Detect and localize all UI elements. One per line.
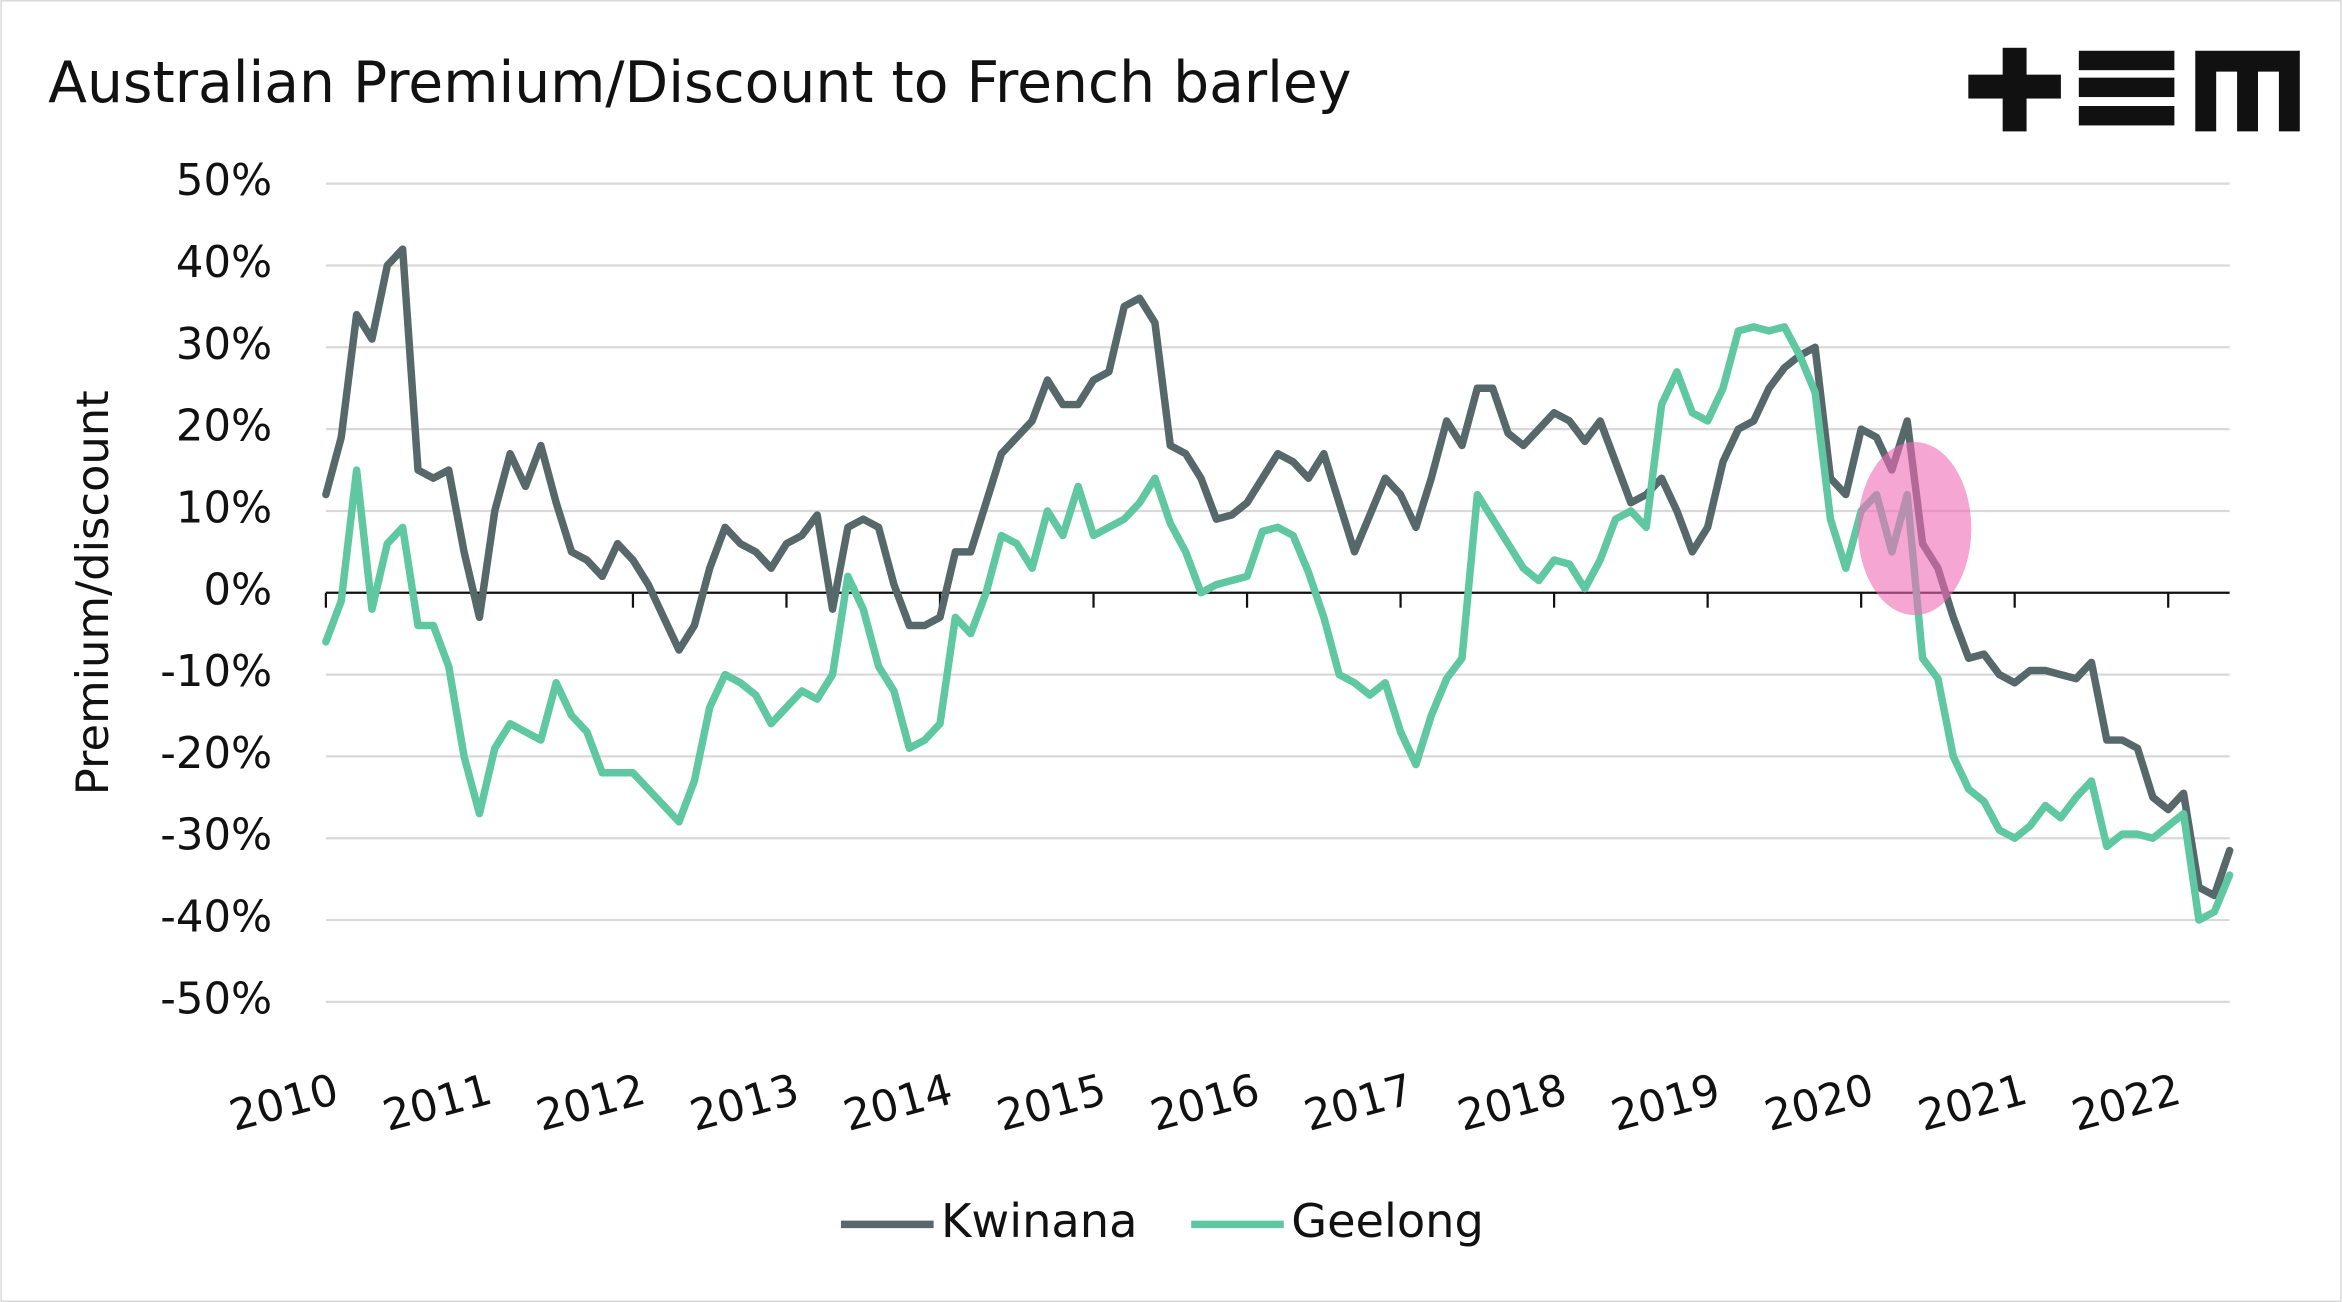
logo — [1968, 47, 2300, 132]
highlight — [1857, 441, 1972, 616]
y-tick-label: 20% — [176, 402, 272, 452]
y-tick-label: -50% — [160, 974, 272, 1024]
y-tick-label: -40% — [160, 893, 272, 943]
y-tick-label: -20% — [160, 729, 272, 779]
legend-label: Kwinana — [941, 1194, 1137, 1248]
y-tick-label: 30% — [176, 320, 272, 370]
y-tick-label: 50% — [176, 156, 272, 206]
y-tick-label: 40% — [176, 238, 272, 288]
y-tick-label: -10% — [160, 647, 272, 697]
y-axis-label: Premium/discount — [66, 390, 119, 795]
chart-title: Australian Premium/Discount to French ba… — [48, 50, 1351, 116]
y-tick-label: 0% — [203, 565, 272, 615]
y-tick-label: -30% — [160, 811, 272, 861]
legend-label: Geelong — [1291, 1194, 1484, 1248]
y-tick-label: 10% — [176, 483, 272, 533]
